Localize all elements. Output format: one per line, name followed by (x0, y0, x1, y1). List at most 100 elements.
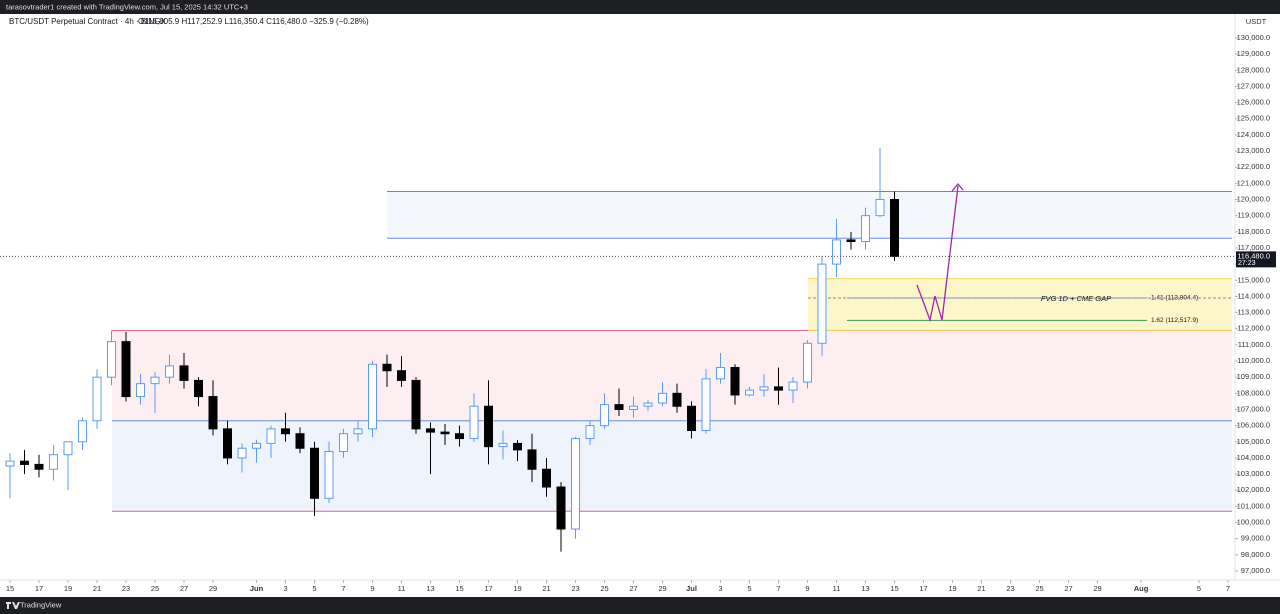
candle-body (368, 363, 377, 430)
x-tick-label: 29 (1093, 584, 1101, 593)
y-tick-label: 101,000.0 (1237, 501, 1270, 510)
x-tick-label: 25 (1035, 584, 1043, 593)
candle-body (614, 404, 624, 410)
y-tick-label: 99,000.0 (1241, 534, 1270, 543)
y-tick-label: 97,000.0 (1241, 566, 1270, 575)
y-tick-label: 98,000.0 (1241, 550, 1270, 559)
candle-body (585, 425, 595, 440)
x-tick-label: 5 (747, 584, 751, 593)
x-tick-label: 19 (948, 584, 956, 593)
candle-body (252, 442, 261, 449)
y-tick-label: 115,000.0 (1237, 275, 1270, 284)
candle-body (600, 404, 609, 427)
projection-arrow (951, 182, 964, 192)
y-tick-label: 111,000.0 (1238, 340, 1270, 349)
x-tick-label: 27 (629, 584, 637, 593)
x-tick-label: 15 (455, 584, 463, 593)
y-tick-label: 107,000.0 (1237, 404, 1270, 413)
y-tick-label: 105,000.0 (1237, 437, 1270, 446)
y-tick-label: 114,000.0 (1237, 291, 1270, 300)
candle-body (353, 428, 363, 435)
y-tick-label: 127,000.0 (1237, 81, 1270, 90)
y-tick-label: 117,000.0 (1237, 243, 1270, 252)
candle-body (121, 341, 131, 398)
candle-body (223, 428, 232, 459)
candle-body (542, 468, 551, 488)
x-tick-label: 17 (919, 584, 927, 593)
zone (112, 330, 1232, 421)
candle-body (92, 376, 102, 422)
candle-body (49, 454, 58, 470)
x-tick-label: 21 (93, 584, 101, 593)
candle-body (107, 341, 116, 378)
x-tick-label: 7 (1226, 584, 1230, 593)
x-tick-label: 13 (426, 584, 434, 593)
candle-body (556, 486, 566, 530)
x-tick-label: 11 (398, 584, 406, 593)
last-price-label: 116,480.0 (1237, 251, 1270, 260)
x-tick-label: 21 (542, 584, 550, 593)
countdown: 27:23 (1238, 260, 1256, 267)
x-tick-label: 5 (1197, 584, 1201, 593)
candle-body (324, 450, 334, 499)
top-bar (0, 0, 1280, 14)
candle-body (281, 428, 290, 435)
x-tick-label: 15 (890, 584, 898, 593)
candle-body (440, 431, 450, 435)
candle-body (788, 381, 798, 391)
x-tick-label: 29 (658, 584, 666, 593)
price-unit: USDT (1246, 17, 1267, 26)
candle-body (643, 402, 653, 407)
y-tick-label: 113,000.0 (1237, 308, 1270, 317)
candle-body (295, 433, 305, 449)
x-tick-label: 13 (861, 584, 869, 593)
candle-body (774, 386, 783, 391)
zone (387, 191, 1232, 239)
x-tick-label: 7 (341, 584, 345, 593)
candle-body (194, 379, 203, 398)
candle-body (759, 386, 769, 391)
candle-body (484, 405, 493, 448)
ohlc: O116,805.9 H117,252.9 L116,350.4 C116,48… (138, 17, 369, 26)
x-tick-label: 25 (600, 584, 608, 593)
candle-body (208, 396, 218, 430)
x-tick-label: 3 (718, 584, 722, 593)
y-tick-label: 112,000.0 (1237, 324, 1270, 333)
candle-body (513, 442, 522, 451)
candle-body (34, 463, 44, 470)
candle-body (397, 370, 406, 381)
candle-body (861, 215, 870, 243)
candle-body (875, 199, 885, 217)
candle-body (817, 263, 827, 344)
y-tick-label: 128,000.0 (1237, 65, 1270, 74)
candle-body (687, 405, 696, 431)
x-tick-label: 19 (513, 584, 521, 593)
x-tick-label: 29 (209, 584, 217, 593)
y-tick-label: 108,000.0 (1237, 388, 1270, 397)
x-tick-label: 27 (1064, 584, 1072, 593)
candle-body (20, 460, 29, 465)
candle-body (629, 405, 638, 410)
candle-body (339, 433, 348, 452)
candle-body (455, 433, 464, 440)
candle-body (527, 449, 537, 470)
candle-body (672, 392, 682, 407)
candle-body (165, 365, 174, 378)
y-tick-label: 103,000.0 (1237, 469, 1270, 478)
x-tick-label: 9 (370, 584, 374, 593)
candle-body (179, 365, 189, 381)
candle-body (716, 366, 725, 380)
candle-body (571, 438, 580, 530)
candle-body (730, 366, 740, 396)
annotation: FVG 1D + CME GAP (1041, 294, 1111, 303)
x-tick-label: 21 (977, 584, 985, 593)
y-tick-label: 129,000.0 (1237, 49, 1270, 58)
x-tick-label: 9 (805, 584, 809, 593)
candle-body (63, 441, 73, 456)
x-tick-label: 23 (571, 584, 579, 593)
x-tick-label: 19 (64, 584, 72, 593)
zone (808, 278, 1232, 331)
candle-body (890, 199, 899, 257)
x-tick-label: 25 (151, 584, 159, 593)
